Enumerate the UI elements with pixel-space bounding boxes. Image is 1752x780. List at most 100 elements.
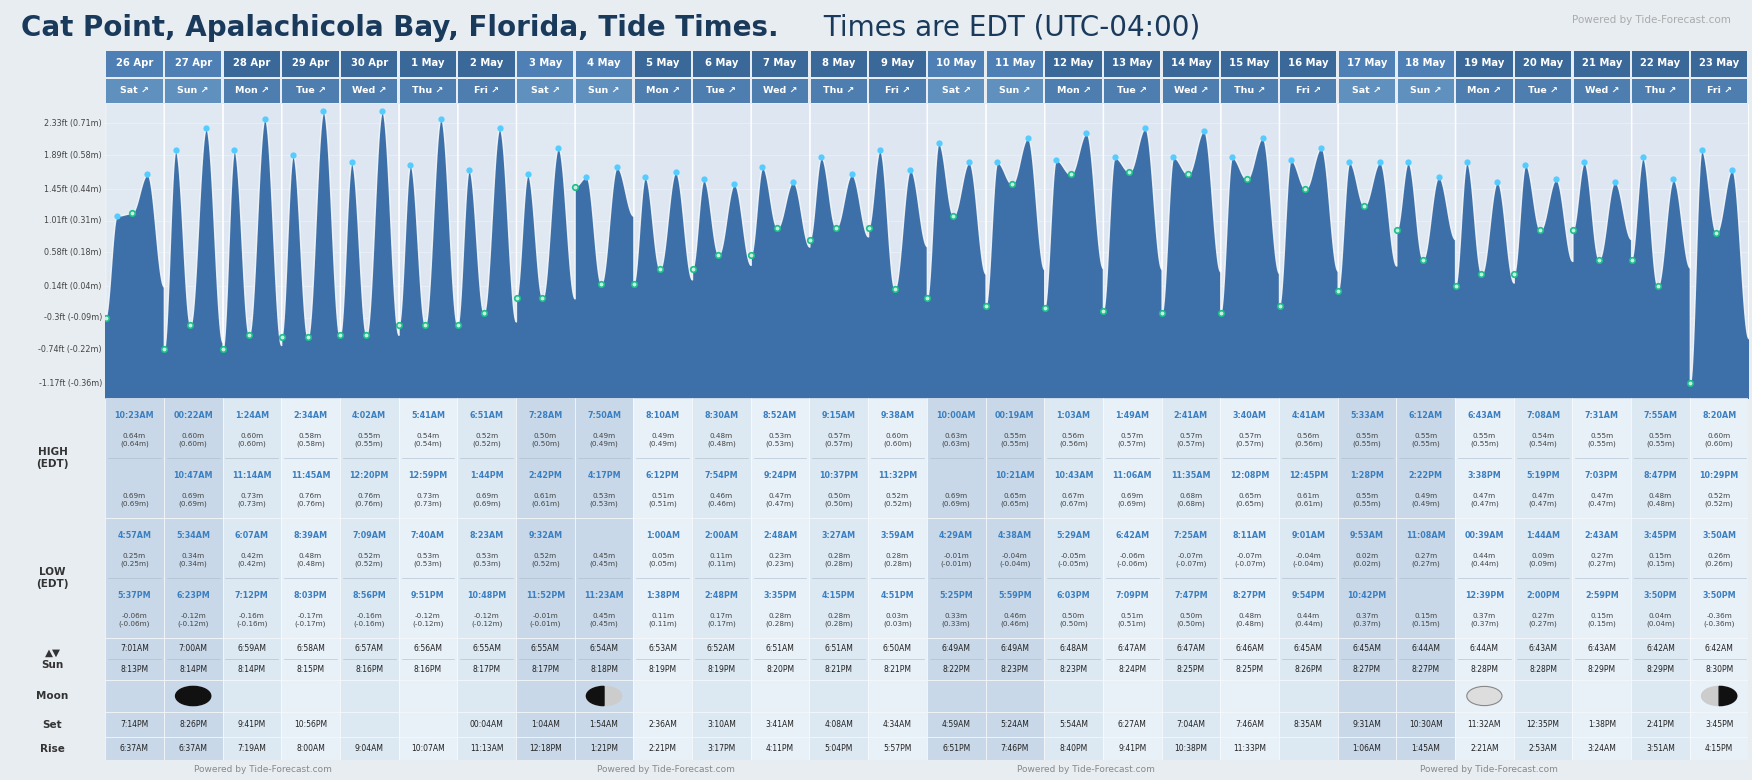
Text: 8:27PM: 8:27PM — [1353, 665, 1381, 674]
Text: 8:24PM: 8:24PM — [1118, 665, 1146, 674]
Bar — [809, 680, 869, 712]
Bar — [165, 51, 221, 76]
Text: 6:45AM: 6:45AM — [1293, 644, 1323, 653]
Bar — [575, 104, 634, 398]
Text: 11:13AM: 11:13AM — [470, 744, 503, 753]
Text: 0.55m
(0.55m): 0.55m (0.55m) — [1000, 433, 1028, 447]
Text: 8:14PM: 8:14PM — [179, 665, 207, 674]
Bar — [340, 518, 399, 638]
Text: 1:03AM: 1:03AM — [1056, 412, 1090, 420]
Text: 6:12AM: 6:12AM — [1409, 412, 1442, 420]
Bar — [1163, 80, 1219, 103]
Text: 7:19AM: 7:19AM — [238, 744, 266, 753]
Bar — [1339, 518, 1396, 638]
Text: 2:48AM: 2:48AM — [762, 531, 797, 541]
Bar — [986, 80, 1042, 103]
Text: 8:16PM: 8:16PM — [356, 665, 384, 674]
Text: 6 May: 6 May — [704, 58, 738, 69]
Text: 0.28m
(0.28m): 0.28m (0.28m) — [825, 553, 853, 567]
Bar — [869, 680, 927, 712]
Text: 6:48AM: 6:48AM — [1060, 644, 1088, 653]
Bar — [1219, 680, 1279, 712]
Text: -0.3ft (-0.09m): -0.3ft (-0.09m) — [44, 314, 102, 322]
Text: 0.15m
(0.15m): 0.15m (0.15m) — [1412, 613, 1440, 627]
Bar — [869, 80, 925, 103]
Text: Tue ↗: Tue ↗ — [1528, 86, 1558, 95]
Bar — [457, 518, 517, 638]
Text: 0.50m
(0.50m): 0.50m (0.50m) — [1060, 613, 1088, 627]
Text: 0.55m
(0.55m): 0.55m (0.55m) — [1587, 433, 1615, 447]
Text: 4:34AM: 4:34AM — [883, 720, 913, 729]
Text: 1:44AM: 1:44AM — [1526, 531, 1559, 541]
Bar — [457, 712, 517, 737]
Text: 10:07AM: 10:07AM — [412, 744, 445, 753]
Text: 26 Apr: 26 Apr — [116, 58, 152, 69]
Text: 0.73m
(0.73m): 0.73m (0.73m) — [238, 493, 266, 507]
Text: 28 Apr: 28 Apr — [233, 58, 270, 69]
Bar — [1454, 398, 1514, 518]
Text: 6:47AM: 6:47AM — [1118, 644, 1148, 653]
Text: 0.47m
(0.47m): 0.47m (0.47m) — [766, 493, 794, 507]
Text: 11:14AM: 11:14AM — [231, 471, 272, 480]
Bar — [692, 737, 752, 760]
Bar — [1454, 737, 1514, 760]
Bar — [1219, 712, 1279, 737]
Text: 0.65m
(0.65m): 0.65m (0.65m) — [1235, 493, 1263, 507]
Text: 6:59AM: 6:59AM — [237, 644, 266, 653]
Bar — [985, 712, 1044, 737]
Bar — [1689, 680, 1748, 712]
Text: 8:03PM: 8:03PM — [294, 591, 328, 601]
Bar — [223, 712, 280, 737]
Bar — [517, 104, 575, 398]
Bar — [1691, 51, 1747, 76]
Text: 8:40PM: 8:40PM — [1060, 744, 1088, 753]
Bar — [575, 638, 634, 680]
Bar — [692, 680, 752, 712]
Text: -0.06m
(-0.06m): -0.06m (-0.06m) — [119, 613, 151, 627]
Text: 0.47m
(0.47m): 0.47m (0.47m) — [1529, 493, 1558, 507]
Text: 0.58ft (0.18m): 0.58ft (0.18m) — [44, 248, 102, 257]
Bar — [1573, 51, 1629, 76]
Bar — [165, 638, 223, 680]
Text: 5:34AM: 5:34AM — [177, 531, 210, 541]
Text: 1.01ft (0.31m): 1.01ft (0.31m) — [44, 216, 102, 225]
Text: Mon ↗: Mon ↗ — [1056, 86, 1090, 95]
Text: 6:44AM: 6:44AM — [1410, 644, 1440, 653]
Bar — [1633, 80, 1689, 103]
Text: 19 May: 19 May — [1465, 58, 1505, 69]
Bar — [340, 737, 399, 760]
Text: 2:48PM: 2:48PM — [704, 591, 738, 601]
Text: -0.01m
(-0.01m): -0.01m (-0.01m) — [941, 553, 972, 567]
Text: 6:43AM: 6:43AM — [1468, 412, 1501, 420]
Text: 11:45AM: 11:45AM — [291, 471, 331, 480]
Text: 0.65m
(0.65m): 0.65m (0.65m) — [1000, 493, 1028, 507]
Text: 17 May: 17 May — [1347, 58, 1388, 69]
Text: 8:00AM: 8:00AM — [296, 744, 324, 753]
Bar — [1339, 737, 1396, 760]
Text: Set: Set — [42, 719, 63, 729]
Bar — [1573, 737, 1631, 760]
Bar — [1162, 638, 1219, 680]
Text: 4:08AM: 4:08AM — [825, 720, 853, 729]
Text: 0.55m
(0.55m): 0.55m (0.55m) — [356, 433, 384, 447]
Text: 8:18PM: 8:18PM — [590, 665, 618, 674]
Text: 0.76m
(0.76m): 0.76m (0.76m) — [296, 493, 324, 507]
Text: 8:14PM: 8:14PM — [238, 665, 266, 674]
Text: 6:12PM: 6:12PM — [646, 471, 680, 480]
Bar — [340, 638, 399, 680]
Bar — [1339, 104, 1396, 398]
Bar — [1044, 518, 1104, 638]
Text: 2:34AM: 2:34AM — [294, 412, 328, 420]
Bar — [105, 737, 165, 760]
Text: 0.73m
(0.73m): 0.73m (0.73m) — [413, 493, 442, 507]
Text: 6:07AM: 6:07AM — [235, 531, 268, 541]
Bar — [869, 737, 927, 760]
Text: 4:41AM: 4:41AM — [1291, 412, 1325, 420]
Text: 4:02AM: 4:02AM — [352, 412, 385, 420]
Text: 3:40AM: 3:40AM — [1233, 412, 1267, 420]
Text: 1:49AM: 1:49AM — [1116, 412, 1149, 420]
Bar — [1631, 518, 1689, 638]
Text: 10 May: 10 May — [936, 58, 976, 69]
Bar — [457, 680, 517, 712]
Text: 3:38PM: 3:38PM — [1468, 471, 1501, 480]
